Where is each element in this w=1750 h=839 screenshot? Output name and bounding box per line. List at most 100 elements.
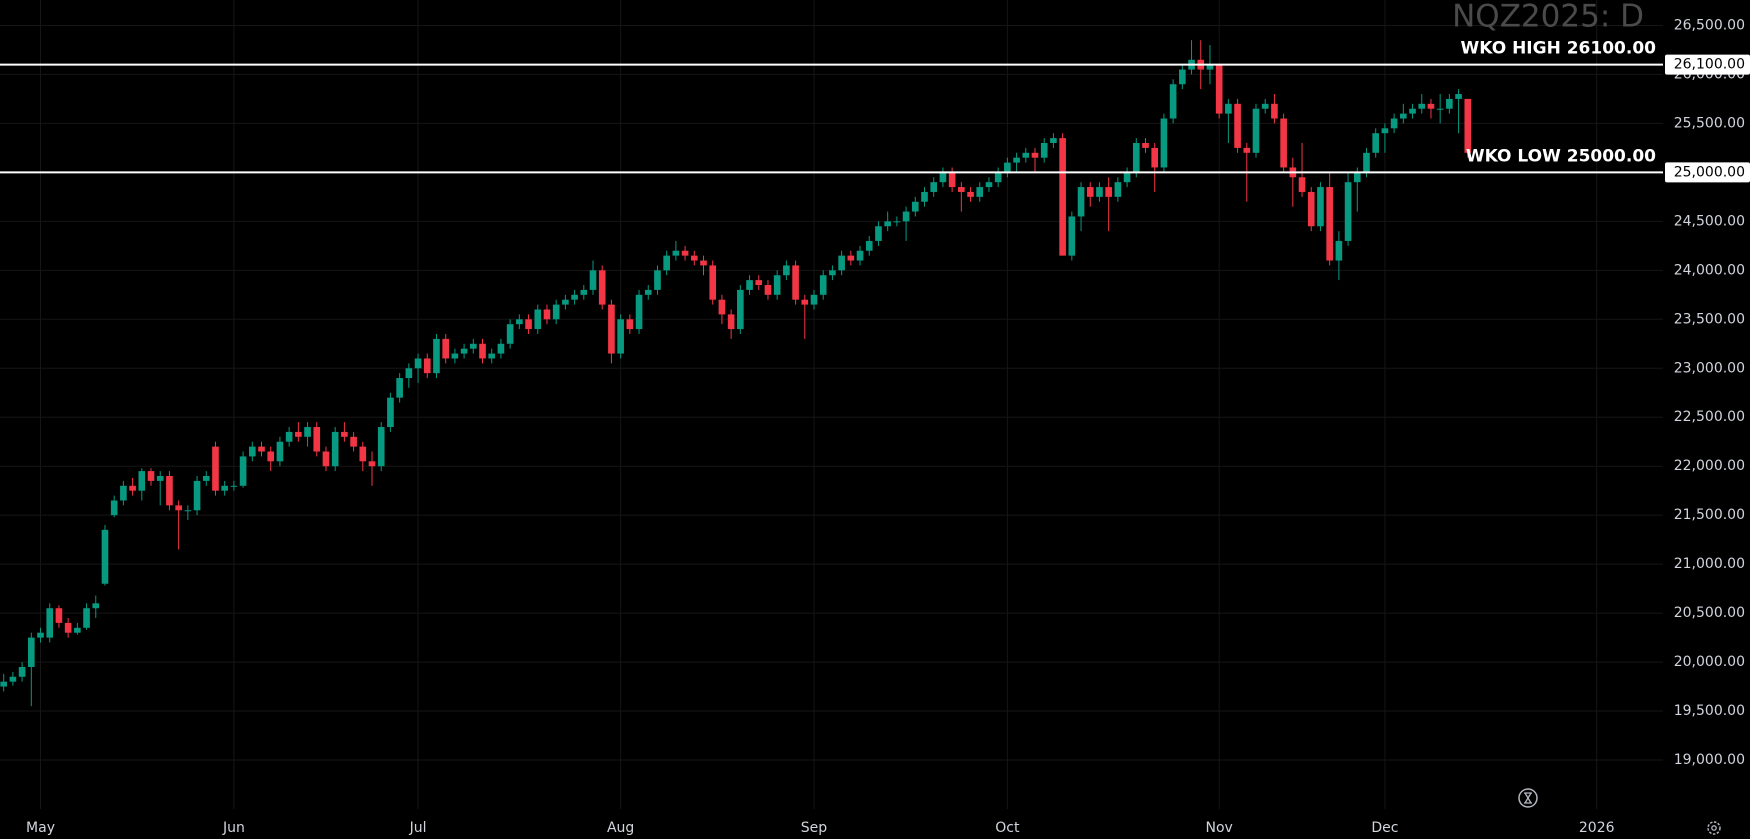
candle-body — [1105, 187, 1112, 197]
candle-body — [792, 265, 799, 300]
candle-body — [690, 255, 698, 261]
price-tag-label: 25,000.00 — [1674, 164, 1745, 180]
x-tick-label: Jul — [409, 820, 427, 836]
settings-icon[interactable] — [1707, 821, 1721, 835]
candle-body — [18, 666, 26, 677]
candle-body — [46, 608, 54, 638]
candle-body — [469, 343, 477, 349]
x-tick-label: May — [26, 820, 55, 836]
x-tick-label: Aug — [607, 820, 634, 836]
candle-body — [948, 172, 956, 188]
candle-body — [1353, 172, 1361, 183]
candle-body — [1096, 187, 1103, 197]
candle-body — [322, 451, 330, 467]
price-tag-label: 26,100.00 — [1674, 57, 1745, 73]
candle-body — [727, 314, 735, 330]
candle-body — [838, 255, 845, 271]
candle-body — [1068, 216, 1076, 256]
line-label: WKO HIGH 26100.00 — [1461, 39, 1657, 59]
candle-body — [654, 270, 661, 290]
candle-body — [1151, 147, 1159, 168]
candle-body — [1215, 64, 1223, 114]
candle-body — [911, 201, 919, 212]
candle-body — [202, 475, 210, 481]
candle-body — [847, 255, 855, 261]
y-tick-label: 19,000.00 — [1674, 752, 1745, 768]
candle-body — [1243, 147, 1251, 153]
candle-body — [635, 294, 643, 330]
candle-body — [92, 603, 100, 609]
candle-body — [1040, 142, 1048, 158]
candle-body — [285, 431, 293, 442]
candle-body — [74, 627, 81, 633]
candle-body — [166, 475, 173, 506]
candle-body — [184, 510, 192, 512]
candle-body — [644, 289, 652, 295]
candle-body — [598, 270, 606, 305]
candle-body — [442, 338, 449, 359]
y-tick-label: 22,000.00 — [1674, 458, 1745, 474]
x-tick-label: Jun — [222, 820, 245, 836]
candle-body — [718, 299, 726, 315]
candle-body — [985, 182, 993, 188]
candle-body — [1372, 133, 1380, 153]
candle-body — [626, 319, 634, 330]
candle-body — [819, 275, 827, 295]
candle-body — [976, 187, 984, 197]
candle-body — [1077, 187, 1085, 217]
candle-body — [304, 427, 311, 437]
candle-body — [27, 637, 35, 667]
x-tick-label: Dec — [1371, 820, 1398, 836]
y-tick-label: 23,500.00 — [1674, 311, 1745, 327]
candle-body — [783, 265, 790, 276]
price-tag — [1665, 162, 1750, 183]
candle-body — [562, 299, 569, 305]
y-tick-label: 19,500.00 — [1674, 703, 1745, 719]
candle-body — [1400, 113, 1407, 119]
candle-body — [138, 471, 146, 491]
candle-body — [663, 255, 670, 271]
candle-body — [1086, 187, 1094, 197]
candle-body — [479, 343, 486, 359]
candles — [0, 40, 1472, 707]
candle-body — [1326, 187, 1333, 261]
candle-body — [801, 299, 809, 305]
candle-body — [1436, 108, 1444, 110]
candle-body — [580, 289, 588, 295]
candle-body — [377, 427, 385, 467]
candle-body — [414, 358, 422, 369]
candle-body — [433, 338, 440, 374]
candle-body — [893, 221, 901, 223]
candle-body — [101, 529, 109, 584]
candle-body — [212, 446, 219, 491]
candle-body — [516, 319, 523, 325]
candle-body — [746, 280, 753, 290]
candle-body — [1225, 103, 1232, 114]
candle-body — [37, 632, 44, 638]
y-tick-label: 25,500.00 — [1674, 115, 1745, 131]
candle-body — [1280, 118, 1287, 168]
overlay: WKO HIGH 26100.00 26,100.00 WKO LOW 25000.… — [0, 39, 1750, 183]
candle-body — [1114, 182, 1122, 197]
candle-body — [1464, 98, 1472, 153]
candle-body — [875, 226, 882, 241]
candle-body — [755, 280, 763, 286]
candle-body — [1059, 138, 1066, 256]
candle-body — [368, 461, 376, 467]
candle-body — [405, 368, 413, 379]
candle-body — [313, 427, 321, 452]
candle-body — [829, 270, 836, 276]
x-tick-label: Sep — [801, 820, 828, 836]
candle-body — [681, 250, 689, 256]
candle-body — [55, 608, 63, 623]
reset-icon[interactable] — [1518, 788, 1538, 808]
candle-body — [1013, 157, 1020, 163]
y-tick-label: 24,000.00 — [1674, 262, 1745, 278]
y-tick-label: 21,000.00 — [1674, 556, 1745, 572]
y-tick-label: 20,500.00 — [1674, 605, 1745, 621]
candle-body — [1142, 142, 1149, 148]
candle-body — [1132, 142, 1140, 173]
candle-body — [930, 182, 938, 192]
candle-body — [396, 378, 403, 398]
